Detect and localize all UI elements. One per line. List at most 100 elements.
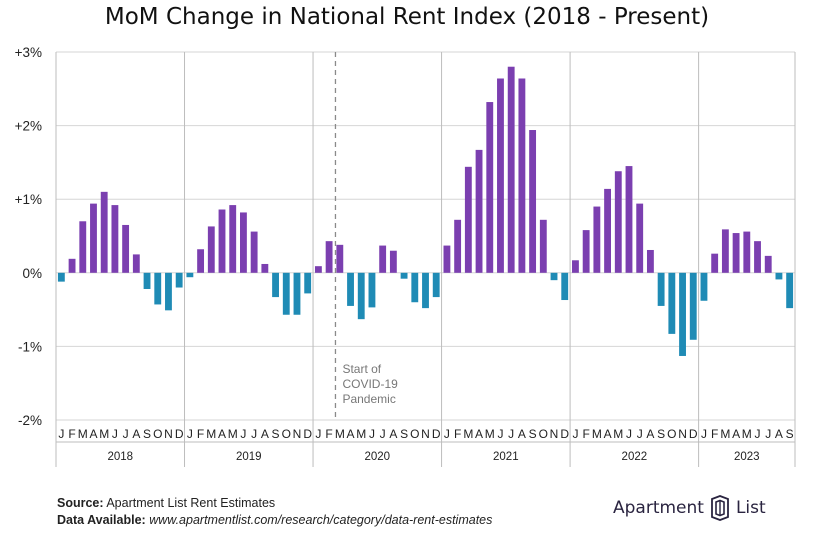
y-tick-label: 0% xyxy=(22,266,42,281)
chart-footer: Source: Apartment List Rent Estimates Da… xyxy=(57,495,492,529)
month-label: A xyxy=(475,427,483,441)
bar xyxy=(240,212,247,273)
bar xyxy=(443,245,451,273)
bar xyxy=(79,221,87,273)
month-label: O xyxy=(539,427,548,441)
month-label: J xyxy=(369,427,375,441)
bar xyxy=(636,203,644,273)
bar xyxy=(293,272,301,315)
month-label: J xyxy=(755,427,761,441)
bar xyxy=(721,229,729,273)
data-available-url[interactable]: www.apartmentlist.com/research/category/… xyxy=(149,513,493,527)
year-label: 2023 xyxy=(734,451,760,463)
source-label: Source: xyxy=(57,496,104,510)
source-line: Source: Apartment List Rent Estimates xyxy=(57,495,492,512)
bar xyxy=(507,66,515,273)
bar xyxy=(389,250,397,273)
month-label: J xyxy=(701,427,707,441)
apartment-list-logo: Apartment List xyxy=(613,494,766,522)
month-label: F xyxy=(582,427,589,441)
month-label: J xyxy=(112,427,118,441)
bar xyxy=(646,249,654,273)
bar xyxy=(475,149,483,273)
y-tick-label: -1% xyxy=(18,339,42,354)
bar xyxy=(336,244,344,273)
month-label: N xyxy=(293,427,302,441)
covid-annotation: Pandemic xyxy=(342,392,395,406)
bar xyxy=(325,241,333,273)
bar xyxy=(207,226,215,273)
bar xyxy=(68,258,76,273)
month-label: A xyxy=(732,427,740,441)
month-label: N xyxy=(678,427,687,441)
bar xyxy=(497,78,504,273)
bar xyxy=(732,233,740,273)
bar xyxy=(657,272,665,306)
month-label: O xyxy=(282,427,291,441)
month-label: A xyxy=(347,427,355,441)
month-label: S xyxy=(400,427,408,441)
chart-title: MoM Change in National Rent Index (2018 … xyxy=(104,4,710,30)
bar xyxy=(143,272,151,289)
month-label: S xyxy=(272,427,280,441)
bar xyxy=(764,255,772,273)
month-label: M xyxy=(485,427,495,441)
month-label: O xyxy=(153,427,162,441)
month-label: J xyxy=(626,427,632,441)
bar xyxy=(411,272,419,303)
month-label: M xyxy=(720,427,730,441)
month-label: O xyxy=(667,427,676,441)
month-label: M xyxy=(78,427,88,441)
bar xyxy=(347,272,354,306)
year-label: 2022 xyxy=(622,451,648,463)
month-label: M xyxy=(228,427,238,441)
y-tick-label: +3% xyxy=(15,45,42,60)
bar xyxy=(282,272,290,315)
bar xyxy=(561,272,569,301)
month-label: O xyxy=(410,427,419,441)
bar xyxy=(432,272,440,298)
month-label: F xyxy=(68,427,75,441)
bar xyxy=(604,188,611,273)
bar xyxy=(679,272,686,356)
year-label: 2018 xyxy=(107,451,133,463)
month-label: F xyxy=(197,427,204,441)
bar xyxy=(529,130,537,273)
month-label: J xyxy=(508,427,514,441)
month-label: S xyxy=(657,427,665,441)
month-label: J xyxy=(765,427,771,441)
month-label: N xyxy=(164,427,173,441)
month-label: M xyxy=(463,427,473,441)
bar xyxy=(593,206,601,273)
month-label: M xyxy=(592,427,602,441)
bar xyxy=(486,102,494,273)
month-label: J xyxy=(251,427,257,441)
month-label: A xyxy=(604,427,612,441)
bar xyxy=(357,272,365,320)
bar xyxy=(743,231,751,273)
bar xyxy=(100,191,108,273)
bar xyxy=(400,272,408,279)
month-label: J xyxy=(240,427,246,441)
month-label: J xyxy=(123,427,129,441)
bar xyxy=(57,272,65,282)
month-label: A xyxy=(132,427,140,441)
bar xyxy=(314,266,322,273)
month-label: N xyxy=(550,427,559,441)
bar xyxy=(368,272,376,308)
covid-annotation: Start of xyxy=(342,362,381,376)
bar xyxy=(786,272,794,309)
bar xyxy=(122,224,130,273)
month-label: J xyxy=(572,427,578,441)
bar xyxy=(304,272,312,294)
month-label: D xyxy=(560,427,569,441)
bar xyxy=(250,231,258,273)
bar xyxy=(197,249,205,273)
y-tick-label: +2% xyxy=(15,119,42,134)
month-label: A xyxy=(518,427,526,441)
month-label: A xyxy=(389,427,397,441)
month-label: J xyxy=(637,427,643,441)
month-label: S xyxy=(786,427,794,441)
bar-chart: +3% +2% +1% 0% -1% -2% 2018 2019 2020 2021 2022 202… xyxy=(15,45,796,467)
bar xyxy=(111,205,119,273)
